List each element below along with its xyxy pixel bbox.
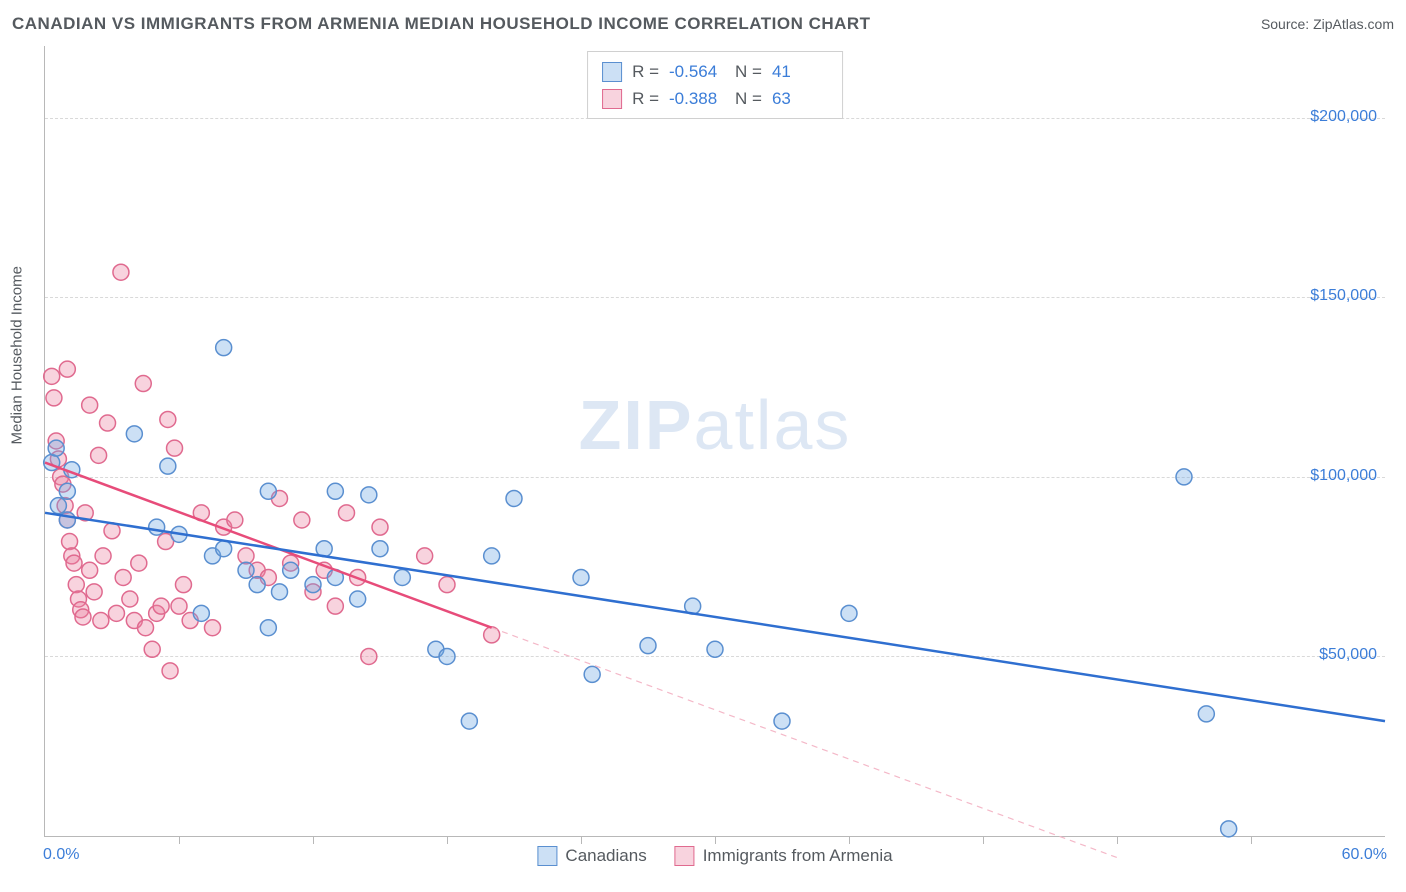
legend-row-immigrants: R = -0.388 N = 63: [602, 85, 828, 112]
r-value-immigrants: -0.388: [669, 85, 725, 112]
correlation-legend: R = -0.564 N = 41 R = -0.388 N = 63: [587, 51, 843, 119]
chart-source: Source: ZipAtlas.com: [1261, 16, 1394, 32]
chart-title: CANADIAN VS IMMIGRANTS FROM ARMENIA MEDI…: [12, 14, 871, 34]
n-value-immigrants: 63: [772, 85, 828, 112]
swatch-canadians: [537, 846, 557, 866]
series-legend: Canadians Immigrants from Armenia: [537, 846, 892, 866]
swatch-immigrants: [675, 846, 695, 866]
swatch-canadians: [602, 62, 622, 82]
source-label: Source:: [1261, 16, 1313, 32]
r-label: R =: [632, 85, 659, 112]
chart-header: CANADIAN VS IMMIGRANTS FROM ARMENIA MEDI…: [12, 14, 1394, 34]
n-value-canadians: 41: [772, 58, 828, 85]
scatter-svg: [45, 46, 1385, 836]
legend-item-canadians: Canadians: [537, 846, 646, 866]
n-label: N =: [735, 58, 762, 85]
chart-plot-area: Median Household Income $50,000$100,000$…: [44, 46, 1385, 837]
legend-label-immigrants: Immigrants from Armenia: [703, 846, 893, 866]
legend-row-canadians: R = -0.564 N = 41: [602, 58, 828, 85]
legend-label-canadians: Canadians: [565, 846, 646, 866]
r-value-canadians: -0.564: [669, 58, 725, 85]
swatch-immigrants: [602, 89, 622, 109]
n-label: N =: [735, 85, 762, 112]
r-label: R =: [632, 58, 659, 85]
x-max-label: 60.0%: [1342, 846, 1387, 864]
x-min-label: 0.0%: [43, 846, 79, 864]
source-name: ZipAtlas.com: [1313, 16, 1394, 32]
legend-item-immigrants: Immigrants from Armenia: [675, 846, 893, 866]
y-axis-title: Median Household Income: [9, 266, 26, 444]
